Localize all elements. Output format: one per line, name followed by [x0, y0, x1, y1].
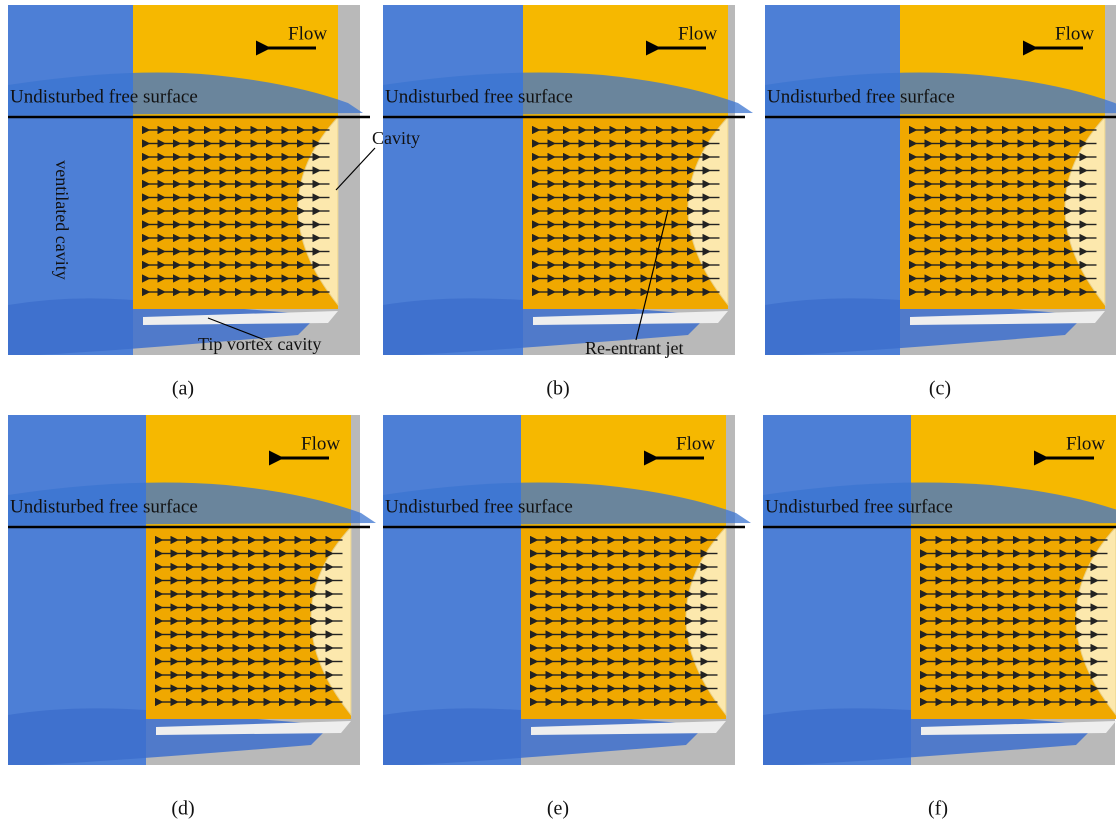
surface-label: Undisturbed free surface	[385, 496, 573, 517]
flow-label: Flow	[1055, 23, 1094, 44]
surface-label: Undisturbed free surface	[765, 496, 953, 517]
panel: Undisturbed free surface Flow (f)	[763, 415, 1116, 820]
panel: Undisturbed free surface Flow (b)	[383, 5, 753, 400]
flow-label: Flow	[1066, 433, 1105, 454]
panel: Undisturbed free surface Flow (c)	[765, 5, 1116, 400]
panel-label: (b)	[546, 378, 569, 400]
annotation: Re-entrant jet	[585, 338, 683, 358]
panel-label: (f)	[928, 798, 948, 820]
panel-label: (e)	[547, 798, 569, 820]
surface-label: Undisturbed free surface	[385, 86, 573, 107]
panel-label: (a)	[172, 378, 194, 400]
flow-label: Flow	[678, 23, 717, 44]
annotation: Cavity	[372, 128, 420, 148]
panel-label: (c)	[929, 378, 951, 400]
panel: Undisturbed free surface Flow (e)	[383, 415, 751, 820]
flow-label: Flow	[676, 433, 715, 454]
surface-label: Undisturbed free surface	[10, 86, 198, 107]
surface-label: Undisturbed free surface	[767, 86, 955, 107]
annotation: Tip vortex cavity	[198, 334, 321, 354]
flow-label: Flow	[288, 23, 327, 44]
panel-label: (d)	[171, 798, 194, 820]
surface-label: Undisturbed free surface	[10, 496, 198, 517]
annotation: ventilated cavity	[52, 160, 72, 279]
flow-label: Flow	[301, 433, 340, 454]
panel: Undisturbed free surface Flow (d)	[8, 415, 376, 820]
figure: Undisturbed free surface Flow (a) Undisturb…	[0, 0, 1116, 824]
